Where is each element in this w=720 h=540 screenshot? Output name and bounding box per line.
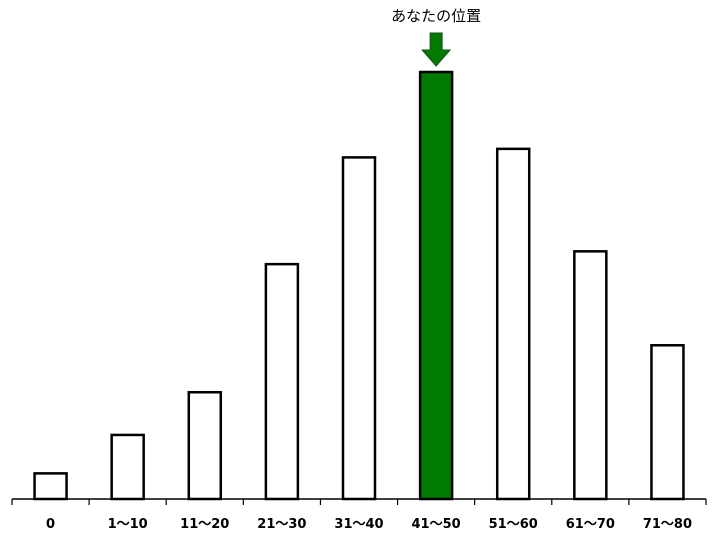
bar xyxy=(264,262,300,501)
highlight-arrow-icon xyxy=(421,32,452,67)
x-axis-labels: 0 1〜10 11〜20 21〜30 31〜40 41〜50 51〜60 61〜70 71〜80 xyxy=(46,517,692,532)
bars-group xyxy=(33,70,685,501)
x-tick-label: 71〜80 xyxy=(643,517,692,532)
x-tick-label: 61〜70 xyxy=(566,517,615,532)
x-tick-label: 51〜60 xyxy=(489,517,538,532)
x-tick-label: 11〜20 xyxy=(180,517,229,532)
x-axis-ticks xyxy=(11,499,707,505)
x-tick-label: 0 xyxy=(46,517,55,532)
bar xyxy=(495,147,531,501)
x-tick-label: 1〜10 xyxy=(108,517,148,532)
x-tick-label: 41〜50 xyxy=(412,517,461,532)
annotation-label: あなたの位置 xyxy=(391,7,481,25)
bar xyxy=(33,472,68,501)
bar xyxy=(110,433,145,501)
x-tick-label: 31〜40 xyxy=(334,517,383,532)
x-tick-label: 21〜30 xyxy=(257,517,306,532)
bar xyxy=(187,391,223,501)
bar xyxy=(341,156,377,501)
bar xyxy=(573,250,608,501)
bar-highlighted xyxy=(418,70,454,501)
bar xyxy=(650,344,685,501)
